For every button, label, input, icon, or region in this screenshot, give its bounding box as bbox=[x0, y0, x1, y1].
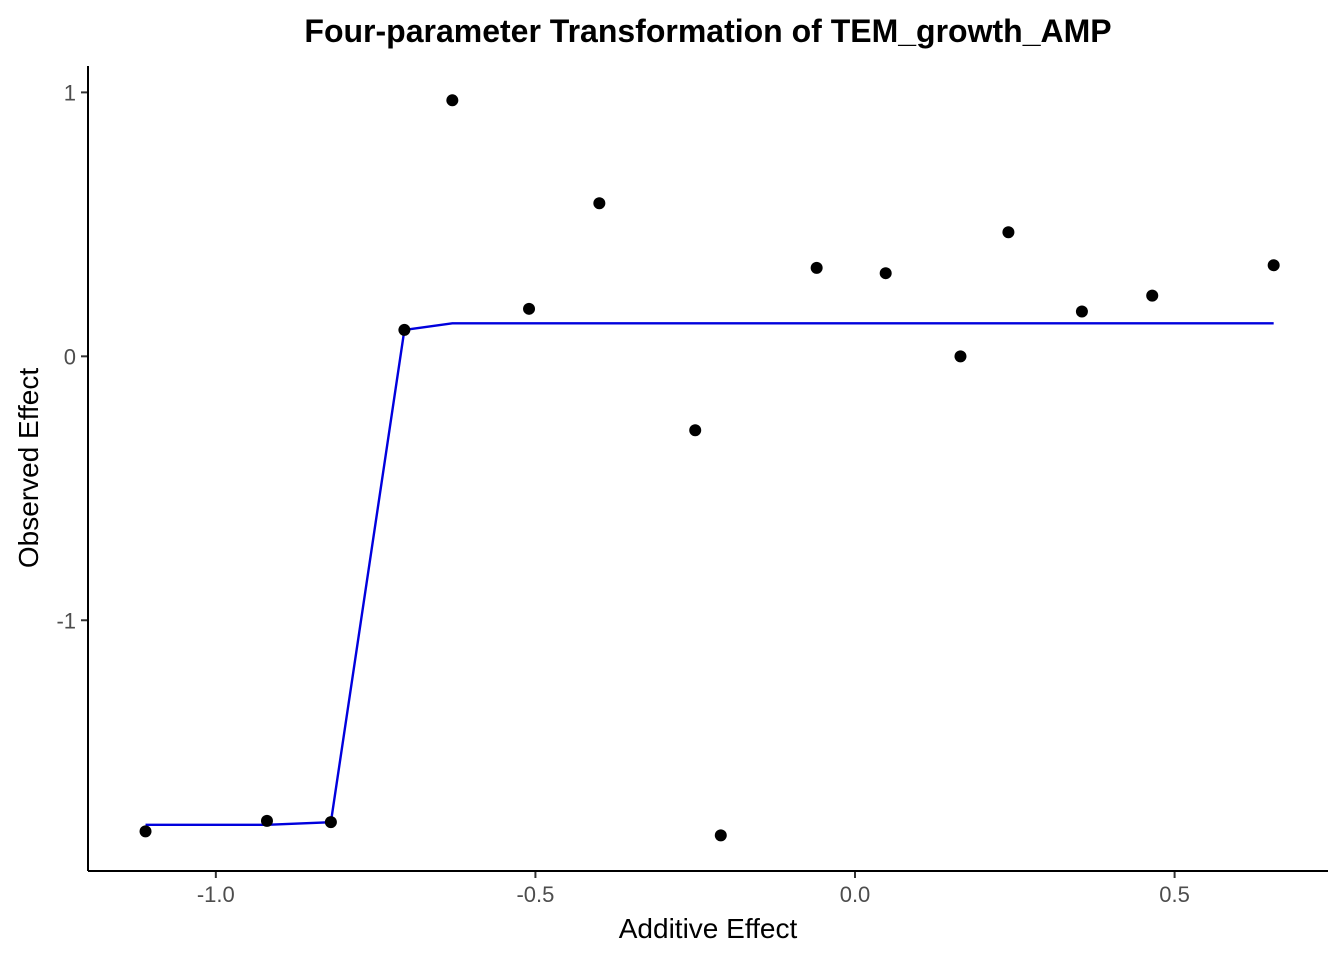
x-tick-label: -1.0 bbox=[197, 882, 235, 907]
data-point bbox=[954, 350, 967, 363]
data-point bbox=[714, 829, 727, 842]
x-tick-label: 0.0 bbox=[840, 882, 871, 907]
data-point bbox=[689, 424, 702, 437]
data-point bbox=[879, 267, 892, 280]
y-tick-label: 0 bbox=[64, 344, 76, 369]
data-point bbox=[810, 261, 823, 274]
data-point bbox=[523, 302, 536, 315]
x-axis-ticks: -1.0 -0.5 0.0 0.5 bbox=[197, 871, 1190, 907]
y-tick-label: -1 bbox=[56, 608, 76, 633]
y-tick-label: 1 bbox=[64, 80, 76, 105]
x-tick-label: 0.5 bbox=[1159, 882, 1190, 907]
y-axis-ticks: -1 0 1 bbox=[56, 80, 88, 633]
y-axis-title: Observed Effect bbox=[13, 368, 44, 568]
data-point bbox=[1267, 259, 1280, 272]
data-point bbox=[593, 197, 606, 210]
data-point bbox=[139, 825, 152, 838]
data-point bbox=[260, 814, 273, 827]
data-point bbox=[324, 816, 337, 829]
data-point bbox=[1075, 305, 1088, 318]
data-point bbox=[446, 94, 459, 107]
data-points bbox=[139, 94, 1280, 842]
data-point bbox=[1146, 289, 1159, 302]
fit-line bbox=[145, 322, 1274, 827]
x-tick-label: -0.5 bbox=[516, 882, 554, 907]
data-point bbox=[1002, 226, 1015, 239]
chart-title: Four-parameter Transformation of TEM_gro… bbox=[304, 13, 1111, 49]
data-point bbox=[398, 323, 411, 336]
x-axis-title: Additive Effect bbox=[619, 913, 798, 944]
